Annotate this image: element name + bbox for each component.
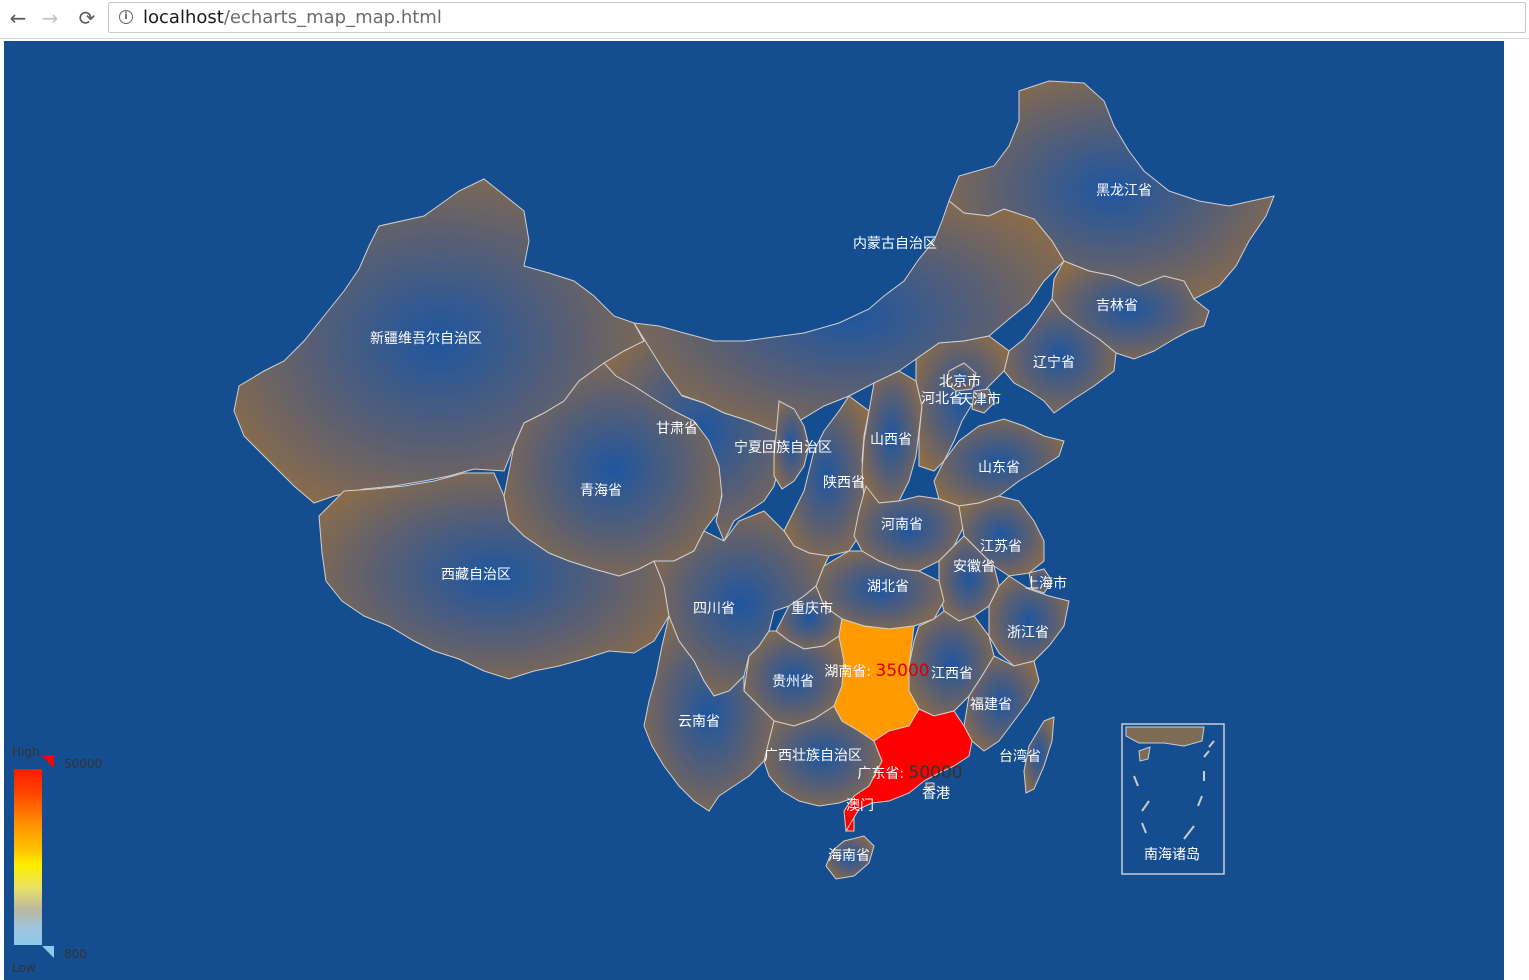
province-hainan[interactable] xyxy=(825,835,875,880)
province-guangdong[interactable] xyxy=(843,708,973,833)
address-bar[interactable]: i localhost/echarts_map_map.html xyxy=(108,2,1526,33)
province-shanxi[interactable] xyxy=(861,370,923,504)
guangdong-name: 广东省 xyxy=(857,766,900,782)
legend-gradient-bar[interactable] xyxy=(14,769,42,945)
hunan-value: 35000 xyxy=(875,661,930,681)
url-text[interactable]: localhost/echarts_map_map.html xyxy=(143,7,442,28)
legend-low-label: Low xyxy=(12,961,36,975)
back-arrow-icon: ← xyxy=(9,6,27,30)
visual-map-legend[interactable] xyxy=(14,756,54,958)
label-hunan-highlight: 湖南省: 35000 xyxy=(824,661,930,681)
hunan-name: 湖南省 xyxy=(824,664,867,680)
page-margin xyxy=(1504,41,1529,980)
forward-button[interactable]: → xyxy=(38,6,62,30)
url-path: /echarts_map_map.html xyxy=(223,7,442,28)
label-guangdong-highlight: 广东省: 50000 xyxy=(857,763,963,783)
province-liaoning[interactable] xyxy=(1003,298,1117,414)
province-taiwan[interactable] xyxy=(1023,716,1055,794)
legend-min-handle-icon[interactable] xyxy=(42,946,54,958)
hk-icon[interactable] xyxy=(925,782,935,790)
province-shanghai[interactable] xyxy=(1028,568,1053,594)
province-hebei[interactable] xyxy=(915,335,1010,472)
url-host: localhost xyxy=(143,7,224,28)
browser-toolbar: ← → ⟳ i localhost/echarts_map_map.html xyxy=(0,0,1529,39)
province-xinjiang[interactable] xyxy=(233,178,645,504)
province-gansu[interactable] xyxy=(603,322,805,543)
legend-min-value: 800 xyxy=(64,947,87,961)
back-button[interactable]: ← xyxy=(6,6,30,30)
south-sea-islands-inset[interactable] xyxy=(1121,723,1225,875)
legend-max-value: 50000 xyxy=(64,757,103,771)
province-ningxia[interactable] xyxy=(773,400,810,490)
reload-icon: ⟳ xyxy=(78,6,96,30)
guangdong-value: 50000 xyxy=(908,763,963,783)
forward-arrow-icon: → xyxy=(41,6,59,30)
province-beijing[interactable] xyxy=(945,362,977,392)
legend-max-handle-icon[interactable] xyxy=(42,756,54,768)
legend-high-label: High xyxy=(12,745,40,759)
reload-button[interactable]: ⟳ xyxy=(75,6,99,30)
province-tianjin[interactable] xyxy=(971,388,995,414)
province-yunnan[interactable] xyxy=(643,614,775,812)
info-icon[interactable]: i xyxy=(119,10,133,24)
province-zhejiang[interactable] xyxy=(988,575,1070,667)
page-viewport: 黑龙江省 内蒙古自治区 吉林省 新疆维吾尔自治区 辽宁省 北京市 河北省 天津市… xyxy=(4,41,1504,980)
china-map xyxy=(14,80,1275,958)
